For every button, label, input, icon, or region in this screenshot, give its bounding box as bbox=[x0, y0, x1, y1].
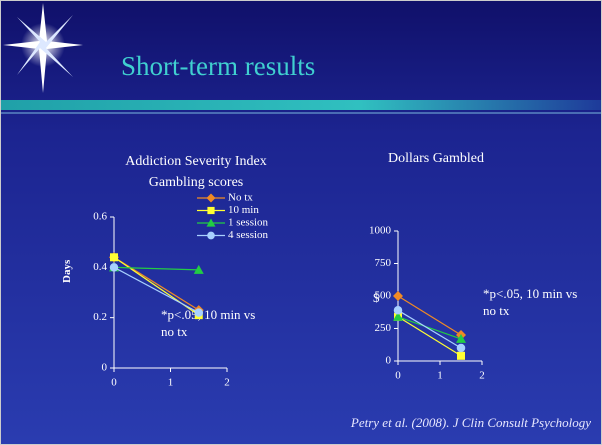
y-tick-label: 250 bbox=[375, 322, 392, 334]
annotation: *p<.05, 10 min vs no tx bbox=[483, 286, 578, 318]
chart-title: Addiction Severity Index Gambling scores bbox=[125, 154, 267, 190]
series-line bbox=[397, 316, 462, 357]
x-tick-label: 1 bbox=[437, 370, 443, 382]
y-tick-label: 0.4 bbox=[93, 261, 107, 273]
marker bbox=[393, 291, 403, 301]
x-tick-label: 0 bbox=[395, 370, 401, 382]
marker bbox=[393, 306, 403, 315]
x-tick-label: 2 bbox=[224, 377, 230, 389]
citation: Petry et al. (2008). J Clin Consult Psyc… bbox=[350, 415, 591, 430]
marker bbox=[193, 264, 204, 274]
annotation: *p<.05, 10 min vs no tx bbox=[161, 307, 256, 339]
y-tick-label: 1000 bbox=[369, 225, 392, 237]
legend-marker bbox=[206, 218, 216, 227]
marker bbox=[110, 253, 118, 262]
star-logo bbox=[3, 3, 83, 93]
x-tick-label: 2 bbox=[479, 370, 485, 382]
title-rule bbox=[1, 112, 601, 114]
y-tick-label: 750 bbox=[375, 257, 392, 269]
legend-label: 10 min bbox=[228, 204, 259, 216]
slide-title: Short-term results bbox=[121, 51, 316, 81]
legend-label: 4 session bbox=[228, 229, 269, 241]
series-line bbox=[397, 316, 462, 340]
legend-marker bbox=[206, 193, 216, 203]
series-line bbox=[113, 266, 200, 314]
series-line bbox=[113, 266, 199, 271]
y-tick-label: 500 bbox=[375, 290, 392, 302]
series-line bbox=[113, 256, 200, 311]
x-tick-label: 0 bbox=[111, 377, 117, 389]
marker bbox=[457, 351, 465, 360]
y-tick-label: 0 bbox=[386, 355, 392, 367]
y-axis-label: $ bbox=[373, 290, 380, 305]
marker bbox=[456, 333, 466, 343]
series-line bbox=[397, 295, 462, 336]
y-tick-label: 0.2 bbox=[93, 311, 107, 323]
y-tick-label: 0.6 bbox=[93, 211, 107, 223]
marker bbox=[194, 308, 203, 317]
chart-title: Dollars Gambled bbox=[387, 151, 485, 166]
y-tick-label: 0 bbox=[102, 362, 108, 374]
marker bbox=[393, 311, 403, 321]
marker bbox=[456, 343, 466, 353]
marker bbox=[109, 263, 119, 272]
legend-label: 1 session bbox=[228, 217, 269, 229]
legend-label: No tx bbox=[228, 192, 253, 204]
x-tick-label: 1 bbox=[168, 377, 174, 389]
legend-marker bbox=[207, 206, 215, 215]
title-band bbox=[1, 100, 601, 110]
series-line bbox=[397, 309, 462, 349]
legend-marker bbox=[207, 231, 215, 240]
